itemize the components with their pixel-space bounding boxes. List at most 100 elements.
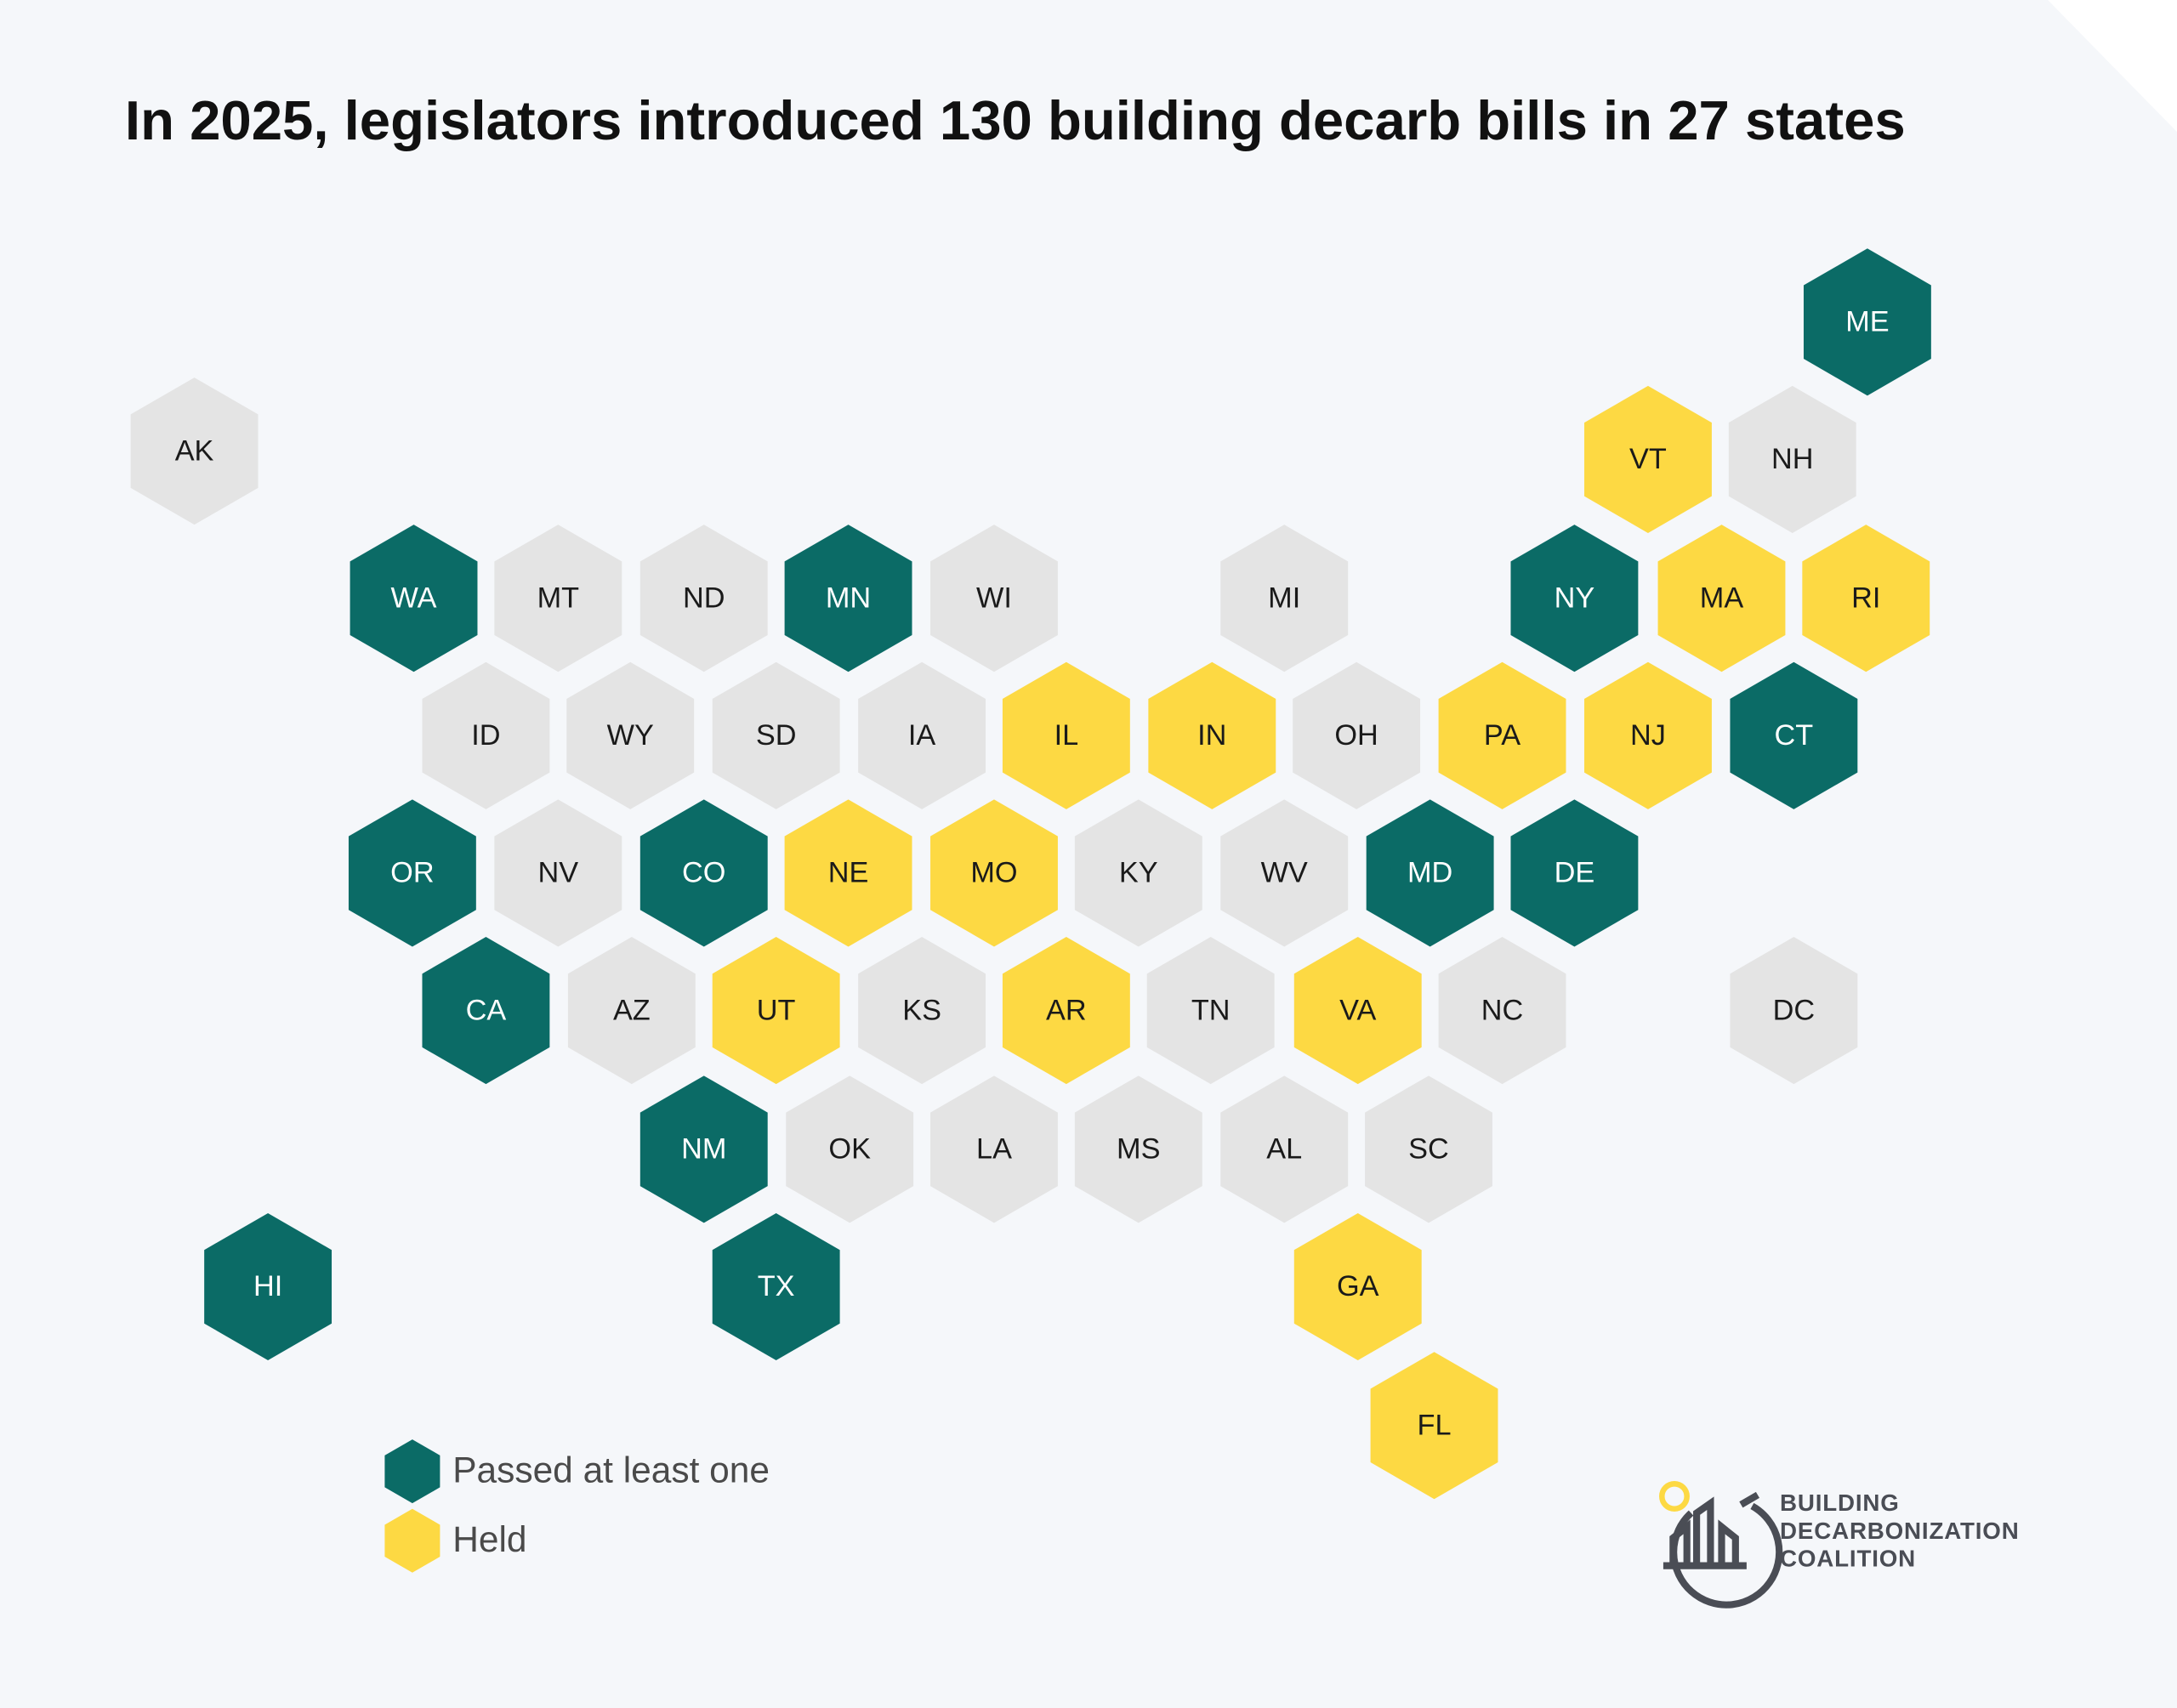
state-hex bbox=[494, 799, 622, 947]
state-label: MI bbox=[1268, 582, 1300, 614]
state-label: VA bbox=[1339, 994, 1376, 1026]
state-label: RI bbox=[1851, 582, 1880, 614]
state-hex bbox=[1366, 799, 1494, 947]
state-label: IL bbox=[1054, 719, 1079, 752]
state-hex bbox=[639, 1075, 768, 1223]
state-hex bbox=[1074, 799, 1202, 947]
state-label: UT bbox=[757, 994, 796, 1026]
state-label: SC bbox=[1408, 1133, 1449, 1166]
legend-swatch bbox=[384, 1439, 441, 1504]
state-hex bbox=[1510, 525, 1639, 672]
state-label: AR bbox=[1046, 994, 1087, 1026]
state-label: NH bbox=[1771, 443, 1813, 475]
state-label: IN bbox=[1197, 719, 1226, 752]
state-hex bbox=[1730, 937, 1858, 1085]
state-label: AK bbox=[175, 434, 214, 467]
state-label: LA bbox=[976, 1133, 1012, 1166]
state-label: MD bbox=[1407, 857, 1452, 889]
state-hex bbox=[1438, 937, 1566, 1085]
state-label: GA bbox=[1337, 1270, 1379, 1302]
state-label: ID bbox=[471, 719, 500, 752]
state-hex bbox=[930, 1075, 1058, 1223]
state-hex bbox=[494, 525, 622, 672]
state-label: DE bbox=[1555, 857, 1595, 889]
logo-dot bbox=[1659, 1481, 1690, 1512]
state-label: DC bbox=[1773, 994, 1816, 1026]
state-label: ME bbox=[1845, 305, 1889, 338]
state-hex bbox=[1802, 525, 1930, 672]
state-hex bbox=[639, 799, 768, 947]
state-label: KY bbox=[1119, 857, 1158, 889]
state-hex bbox=[786, 1075, 914, 1223]
state-label: VT bbox=[1629, 443, 1667, 475]
state-hex bbox=[1365, 1075, 1492, 1223]
state-label: MT bbox=[537, 582, 580, 614]
state-label: WI bbox=[976, 582, 1012, 614]
state-hex bbox=[1510, 799, 1639, 947]
state-label: OH bbox=[1334, 719, 1378, 752]
state-hex bbox=[1293, 937, 1422, 1085]
logo-plug bbox=[1739, 1491, 1759, 1508]
state-label: WY bbox=[607, 719, 654, 752]
state-label: CA bbox=[466, 994, 507, 1026]
state-label: IA bbox=[908, 719, 936, 752]
state-hex bbox=[1438, 661, 1566, 809]
logo-text: DECARBONIZATION bbox=[1780, 1518, 2020, 1544]
state-hex bbox=[566, 661, 695, 809]
logo-text: COALITION bbox=[1780, 1545, 1916, 1571]
legend-label: Passed at least one bbox=[452, 1450, 770, 1490]
state-hex bbox=[1584, 661, 1712, 809]
state-label: OK bbox=[828, 1133, 871, 1166]
state-label: TX bbox=[758, 1270, 795, 1302]
logo-text: BUILDING bbox=[1780, 1490, 1900, 1516]
state-label: MN bbox=[826, 582, 871, 614]
state-label: NE bbox=[828, 857, 869, 889]
title: In 2025, legislators introduced 130 buil… bbox=[125, 89, 1906, 151]
state-label: OR bbox=[390, 857, 434, 889]
state-hex bbox=[422, 937, 550, 1085]
state-hex bbox=[1803, 248, 1931, 396]
state-label: WV bbox=[1261, 857, 1308, 889]
state-label: CT bbox=[1775, 719, 1814, 752]
state-hex bbox=[858, 937, 986, 1085]
corner-fold bbox=[2048, 0, 2177, 133]
state-label: WA bbox=[391, 582, 437, 614]
state-label: AL bbox=[1266, 1133, 1302, 1166]
state-label: TN bbox=[1191, 994, 1231, 1026]
state-hex bbox=[1657, 525, 1786, 672]
state-hex bbox=[1220, 1075, 1349, 1223]
state-hex bbox=[1293, 661, 1421, 809]
state-hex bbox=[204, 1212, 333, 1361]
state-label: PA bbox=[1484, 719, 1520, 752]
state-hex bbox=[784, 525, 912, 672]
state-label: MO bbox=[970, 857, 1017, 889]
state-hex bbox=[348, 799, 476, 947]
state-label: MA bbox=[1700, 582, 1744, 614]
state-hex bbox=[1293, 1212, 1422, 1361]
state-label: MS bbox=[1117, 1133, 1160, 1166]
logo-icon bbox=[1663, 1491, 1783, 1609]
state-hex bbox=[712, 1212, 840, 1361]
state-label: CO bbox=[682, 857, 725, 889]
state-label: FL bbox=[1418, 1409, 1452, 1441]
state-hex bbox=[1730, 661, 1858, 809]
state-label: NJ bbox=[1630, 719, 1666, 752]
state-label: NV bbox=[538, 857, 579, 889]
state-label: AZ bbox=[613, 994, 651, 1026]
state-hex bbox=[712, 937, 840, 1085]
state-hex bbox=[1074, 1075, 1202, 1223]
state-hex bbox=[1146, 937, 1275, 1085]
state-hex bbox=[1220, 525, 1349, 672]
state-hex bbox=[1584, 385, 1712, 533]
state-hex bbox=[350, 525, 478, 672]
state-hex bbox=[1002, 937, 1130, 1085]
state-hex bbox=[784, 799, 912, 947]
state-label: NY bbox=[1555, 582, 1595, 614]
state-hex bbox=[1728, 385, 1856, 533]
state-hex bbox=[422, 661, 550, 809]
state-hex bbox=[130, 377, 259, 525]
state-label: NC bbox=[1481, 994, 1524, 1026]
state-hex bbox=[1370, 1352, 1498, 1500]
